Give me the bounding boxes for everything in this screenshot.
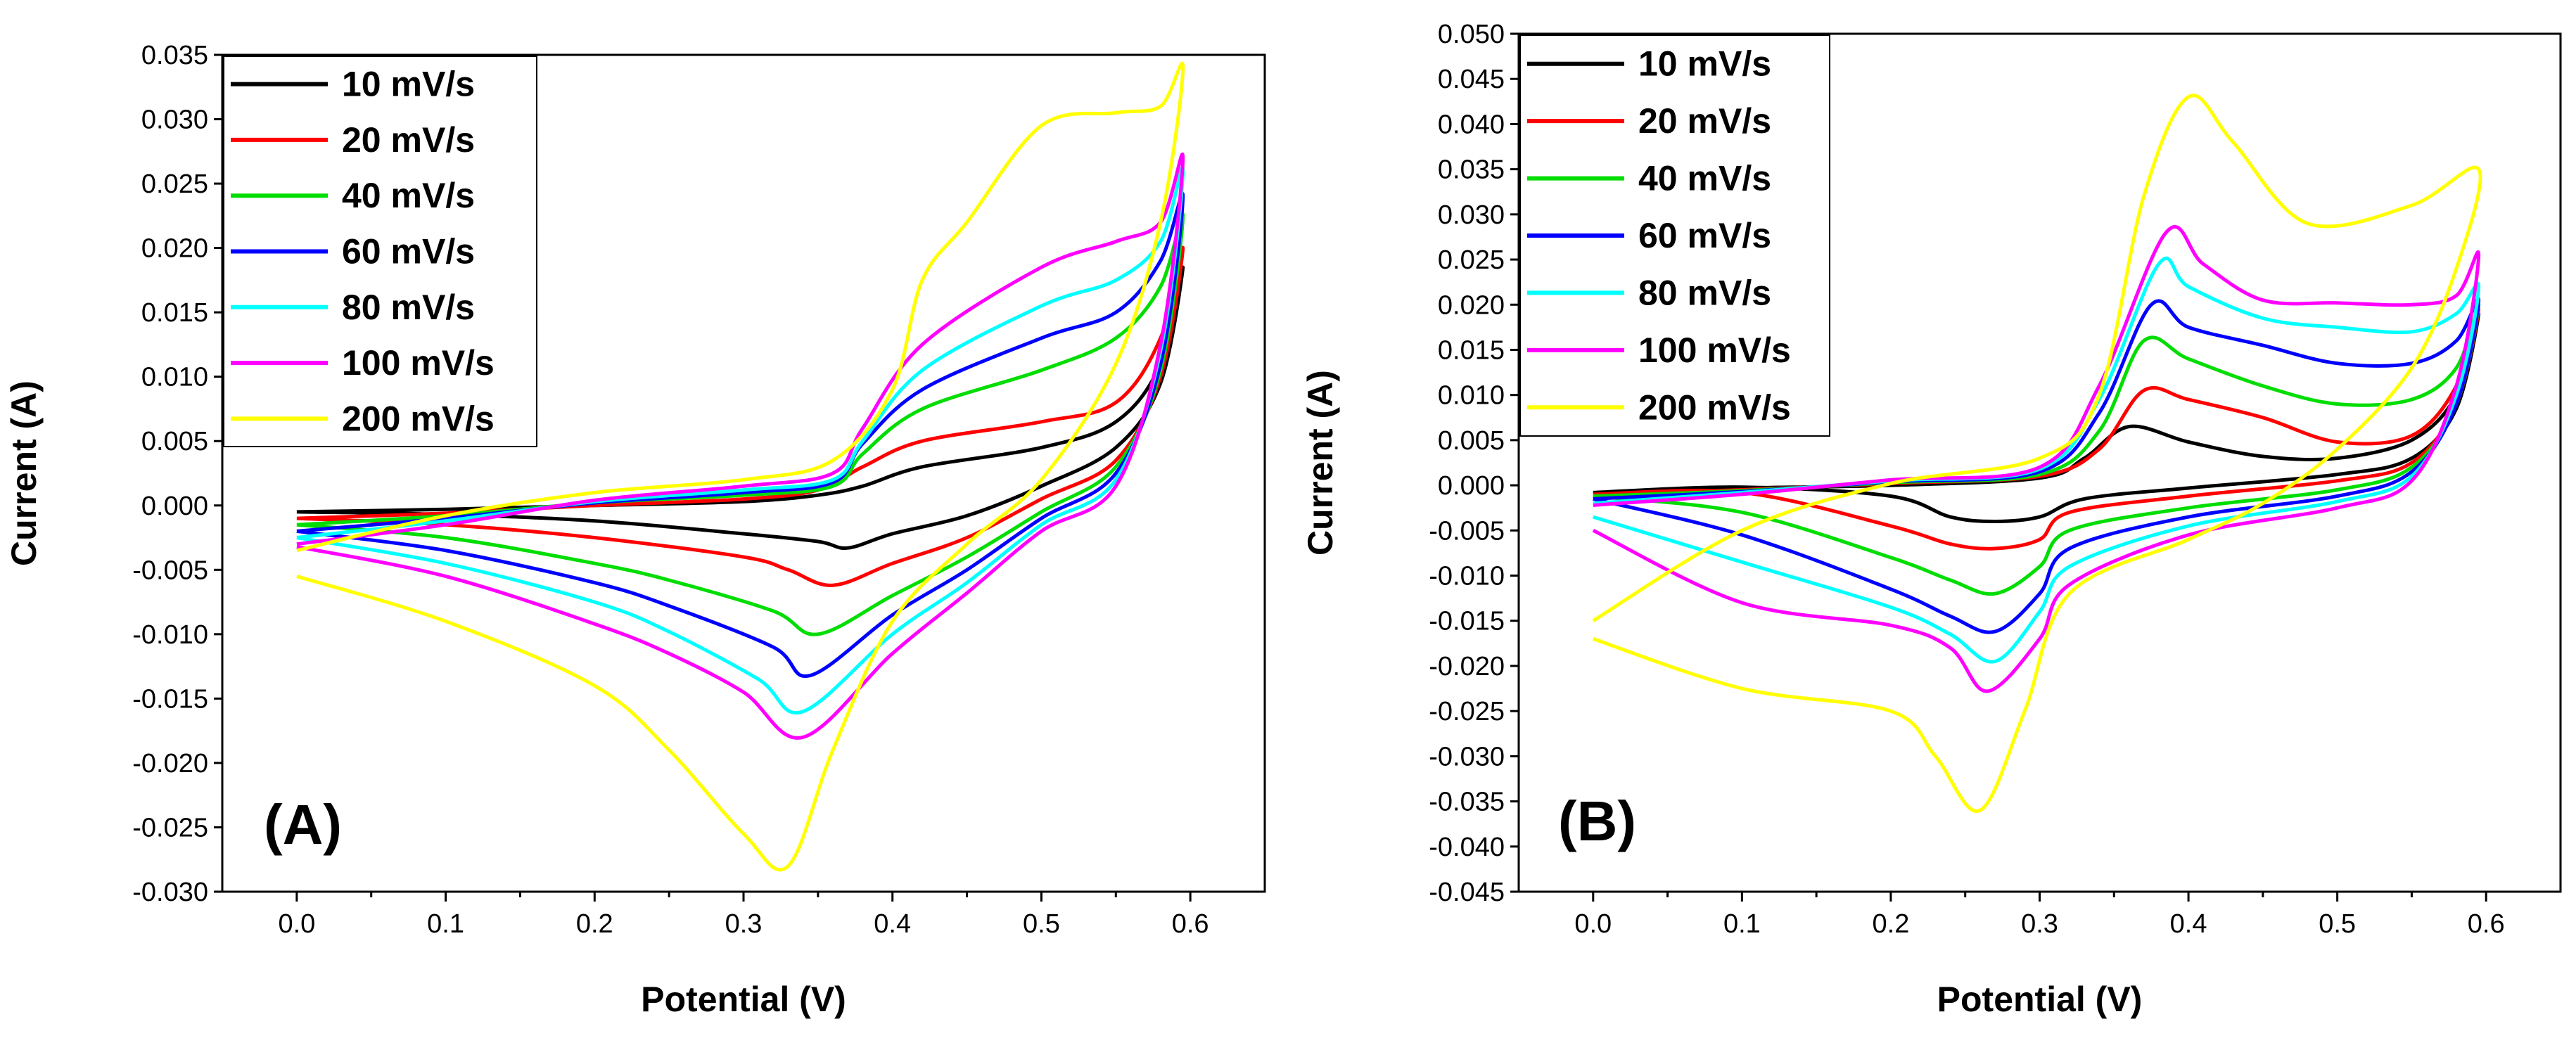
y-tick-label: -0.020 [1429,652,1505,681]
y-tick-label: 0.005 [141,427,208,456]
panel-a-chart: 0.0 0.1 0.2 0.3 0.4 0.5 0.6 -0.030 -0.025 -0.020 -… [4,41,1266,1019]
legend-label: 20 mV/s [1638,101,1771,141]
y-tick-label: 0.020 [141,234,208,264]
x-tick-label: 0.2 [576,909,613,939]
legend-label: 80 mV/s [1638,273,1771,312]
x-axis-title: Potential (V) [641,980,846,1019]
legend-label: 200 mV/s [1638,387,1791,427]
x-tick-label: 0.0 [1574,909,1612,939]
x-tick-label: 0.4 [874,909,911,939]
x-tick-label: 0.2 [1873,909,1910,939]
x-tick-label: 0.1 [1723,909,1761,939]
y-tick-label: 0.035 [141,41,208,70]
series-line-100-mv-s [1592,225,2481,693]
y-tick-label: 0.030 [1438,200,1505,230]
legend: 10 mV/s 20 mV/s 40 mV/s 60 mV/s 80 mV/s 100 m… [223,56,537,447]
y-tick-label: 0.010 [1438,381,1505,411]
y-tick-label: 0.050 [1438,20,1505,49]
legend-label: 60 mV/s [342,232,475,271]
legend-label: 100 mV/s [342,343,495,383]
y-tick-label: -0.025 [132,813,208,842]
x-tick-label: 0.0 [278,909,315,939]
x-tick-label: 0.5 [1023,909,1060,939]
y-tick-label: -0.030 [132,878,208,907]
x-tick-label: 0.1 [427,909,464,939]
y-tick-label: 0.000 [141,492,208,521]
y-tick-label: 0.000 [1438,471,1505,501]
y-tick-label: -0.010 [1429,562,1505,591]
y-tick-label: 0.010 [141,363,208,392]
y-tick-label: -0.040 [1429,833,1505,862]
x-tick-label: 0.6 [1172,909,1209,939]
y-tick-label: -0.015 [1429,607,1505,636]
y-tick-label: 0.045 [1438,65,1505,94]
series-line-200-mv-s [296,61,1185,872]
series-line-200-mv-s [1592,94,2482,814]
series-line-60-mv-s [296,192,1185,679]
series-line-20-mv-s [296,245,1185,587]
x-tick-label: 0.4 [2170,909,2207,939]
y-tick-label: -0.025 [1429,697,1505,726]
legend-label: 20 mV/s [342,120,475,160]
legend-label: 60 mV/s [1638,216,1771,255]
y-tick-label: -0.010 [132,620,208,650]
panel-label: (A) [264,793,342,856]
legend-label: 40 mV/s [342,176,475,215]
x-axis-title: Potential (V) [1937,980,2143,1019]
legend-label: 40 mV/s [1638,159,1771,198]
y-axis-title: Current (A) [4,380,44,566]
y-tick-label: 0.025 [141,169,208,199]
x-tick-label: 0.3 [2021,909,2058,939]
legend: 10 mV/s 20 mV/s 40 mV/s 60 mV/s 80 mV/s 100 m… [1519,34,1830,437]
legend-label: 200 mV/s [342,399,495,438]
y-tick-label: 0.025 [1438,245,1505,275]
legend-label: 80 mV/s [342,288,475,327]
legend-label: 10 mV/s [1638,44,1771,84]
y-tick-label: -0.030 [1429,742,1505,771]
series-line-100-mv-s [296,153,1185,740]
y-tick-label: -0.015 [132,684,208,714]
y-tick-label: -0.035 [1429,788,1505,817]
legend-box [223,56,537,447]
y-tick-label: 0.015 [1438,335,1505,365]
y-tick-label: 0.040 [1438,110,1505,139]
y-tick-label: -0.020 [132,749,208,778]
panel-b-chart: 0.0 0.1 0.2 0.3 0.4 0.5 0.6 -0.045 -0.040 -0.035 -… [1301,20,2562,1019]
series-line-10-mv-s [296,265,1185,550]
y-tick-label: 0.015 [141,298,208,328]
y-tick-label: -0.045 [1429,878,1505,907]
y-tick-label: -0.005 [132,556,208,585]
legend-label: 100 mV/s [1638,331,1791,370]
y-tick-label: 0.030 [141,105,208,135]
y-axis-title: Current (A) [1301,370,1340,556]
y-tick-label: 0.005 [1438,426,1505,456]
legend-label: 10 mV/s [342,65,475,104]
y-tick-label: 0.020 [1438,290,1505,320]
panel-label: (B) [1558,790,1636,852]
y-tick-label: -0.005 [1429,516,1505,546]
x-tick-label: 0.3 [725,909,763,939]
x-tick-label: 0.5 [2319,909,2356,939]
y-tick-label: 0.035 [1438,155,1505,185]
x-tick-label: 0.6 [2468,909,2505,939]
